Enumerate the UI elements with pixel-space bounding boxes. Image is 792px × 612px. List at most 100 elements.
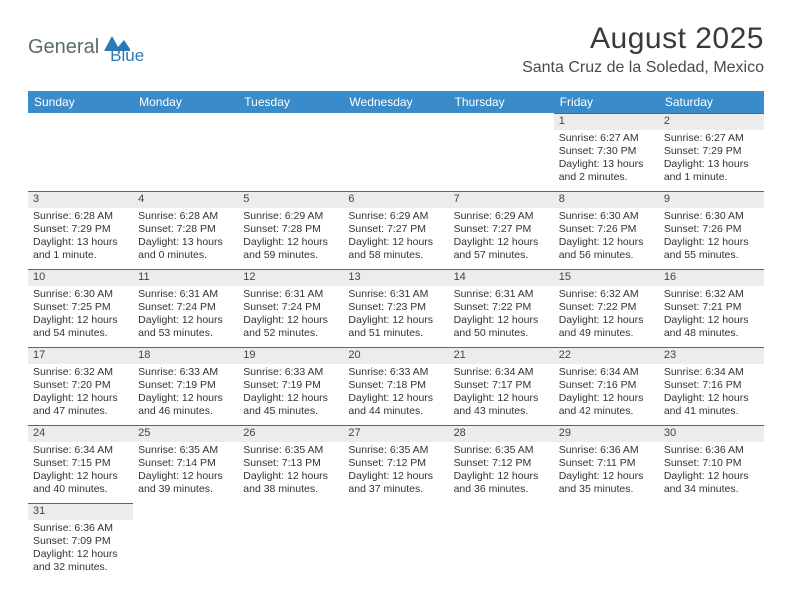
daylight-text: Daylight: 12 hours and 51 minutes. [348, 314, 443, 340]
title-block: August 2025 Santa Cruz de la Soledad, Me… [522, 22, 764, 77]
day-details: Sunrise: 6:34 AMSunset: 7:16 PMDaylight:… [659, 364, 764, 423]
calendar-day [554, 503, 659, 581]
day-number: 29 [554, 425, 659, 442]
sunrise-text: Sunrise: 6:28 AM [33, 210, 128, 223]
calendar-day [133, 503, 238, 581]
calendar-day: 22Sunrise: 6:34 AMSunset: 7:16 PMDayligh… [554, 347, 659, 425]
sunset-text: Sunset: 7:26 PM [664, 223, 759, 236]
daylight-text: Daylight: 12 hours and 59 minutes. [243, 236, 338, 262]
day-details: Sunrise: 6:32 AMSunset: 7:22 PMDaylight:… [554, 286, 659, 345]
day-details: Sunrise: 6:29 AMSunset: 7:27 PMDaylight:… [449, 208, 554, 267]
sunset-text: Sunset: 7:09 PM [33, 535, 128, 548]
calendar-day [238, 113, 343, 191]
sunset-text: Sunset: 7:28 PM [138, 223, 233, 236]
day-number: 19 [238, 347, 343, 364]
sunset-text: Sunset: 7:19 PM [243, 379, 338, 392]
calendar-body: 1Sunrise: 6:27 AMSunset: 7:30 PMDaylight… [28, 113, 764, 581]
day-details: Sunrise: 6:31 AMSunset: 7:24 PMDaylight:… [238, 286, 343, 345]
sunrise-text: Sunrise: 6:35 AM [138, 444, 233, 457]
day-details: Sunrise: 6:29 AMSunset: 7:28 PMDaylight:… [238, 208, 343, 267]
sunset-text: Sunset: 7:30 PM [559, 145, 654, 158]
day-number: 28 [449, 425, 554, 442]
daylight-text: Daylight: 12 hours and 32 minutes. [33, 548, 128, 574]
daylight-text: Daylight: 12 hours and 53 minutes. [138, 314, 233, 340]
daylight-text: Daylight: 12 hours and 38 minutes. [243, 470, 338, 496]
day-details: Sunrise: 6:28 AMSunset: 7:29 PMDaylight:… [28, 208, 133, 267]
calendar-week: 17Sunrise: 6:32 AMSunset: 7:20 PMDayligh… [28, 347, 764, 425]
day-number: 20 [343, 347, 448, 364]
sunset-text: Sunset: 7:10 PM [664, 457, 759, 470]
sunrise-text: Sunrise: 6:36 AM [664, 444, 759, 457]
day-details: Sunrise: 6:32 AMSunset: 7:21 PMDaylight:… [659, 286, 764, 345]
sunset-text: Sunset: 7:22 PM [454, 301, 549, 314]
day-details: Sunrise: 6:36 AMSunset: 7:11 PMDaylight:… [554, 442, 659, 501]
sunset-text: Sunset: 7:29 PM [664, 145, 759, 158]
day-details: Sunrise: 6:33 AMSunset: 7:19 PMDaylight:… [238, 364, 343, 423]
sunset-text: Sunset: 7:26 PM [559, 223, 654, 236]
calendar-day: 28Sunrise: 6:35 AMSunset: 7:12 PMDayligh… [449, 425, 554, 503]
sunrise-text: Sunrise: 6:30 AM [559, 210, 654, 223]
sunrise-text: Sunrise: 6:36 AM [559, 444, 654, 457]
sunrise-text: Sunrise: 6:33 AM [243, 366, 338, 379]
day-details: Sunrise: 6:34 AMSunset: 7:16 PMDaylight:… [554, 364, 659, 423]
calendar-day [449, 503, 554, 581]
sunrise-text: Sunrise: 6:29 AM [348, 210, 443, 223]
calendar-day: 19Sunrise: 6:33 AMSunset: 7:19 PMDayligh… [238, 347, 343, 425]
sunset-text: Sunset: 7:20 PM [33, 379, 128, 392]
sunrise-text: Sunrise: 6:27 AM [559, 132, 654, 145]
day-number: 23 [659, 347, 764, 364]
day-details: Sunrise: 6:33 AMSunset: 7:18 PMDaylight:… [343, 364, 448, 423]
calendar-day: 5Sunrise: 6:29 AMSunset: 7:28 PMDaylight… [238, 191, 343, 269]
calendar-day: 9Sunrise: 6:30 AMSunset: 7:26 PMDaylight… [659, 191, 764, 269]
day-number: 2 [659, 113, 764, 130]
daylight-text: Daylight: 13 hours and 1 minute. [33, 236, 128, 262]
sunset-text: Sunset: 7:19 PM [138, 379, 233, 392]
calendar-day: 27Sunrise: 6:35 AMSunset: 7:12 PMDayligh… [343, 425, 448, 503]
daylight-text: Daylight: 12 hours and 57 minutes. [454, 236, 549, 262]
sunrise-text: Sunrise: 6:35 AM [348, 444, 443, 457]
day-details: Sunrise: 6:27 AMSunset: 7:30 PMDaylight:… [554, 130, 659, 189]
day-details: Sunrise: 6:31 AMSunset: 7:22 PMDaylight:… [449, 286, 554, 345]
sunrise-text: Sunrise: 6:32 AM [559, 288, 654, 301]
day-header: Sunday [28, 91, 133, 113]
daylight-text: Daylight: 12 hours and 50 minutes. [454, 314, 549, 340]
calendar-day: 11Sunrise: 6:31 AMSunset: 7:24 PMDayligh… [133, 269, 238, 347]
calendar-day [659, 503, 764, 581]
calendar-table: SundayMondayTuesdayWednesdayThursdayFrid… [28, 91, 764, 581]
calendar-day: 24Sunrise: 6:34 AMSunset: 7:15 PMDayligh… [28, 425, 133, 503]
day-number: 25 [133, 425, 238, 442]
sunrise-text: Sunrise: 6:27 AM [664, 132, 759, 145]
calendar-day: 2 Sunrise: 6:27 AMSunset: 7:29 PMDaylight… [659, 113, 764, 191]
calendar-day: 7Sunrise: 6:29 AMSunset: 7:27 PMDaylight… [449, 191, 554, 269]
daylight-text: Daylight: 12 hours and 45 minutes. [243, 392, 338, 418]
sunrise-text: Sunrise: 6:34 AM [454, 366, 549, 379]
sunset-text: Sunset: 7:14 PM [138, 457, 233, 470]
sunset-text: Sunset: 7:28 PM [243, 223, 338, 236]
daylight-text: Daylight: 12 hours and 41 minutes. [664, 392, 759, 418]
day-header: Friday [554, 91, 659, 113]
sunrise-text: Sunrise: 6:30 AM [664, 210, 759, 223]
daylight-text: Daylight: 12 hours and 48 minutes. [664, 314, 759, 340]
calendar-week: 1Sunrise: 6:27 AMSunset: 7:30 PMDaylight… [28, 113, 764, 191]
sunset-text: Sunset: 7:11 PM [559, 457, 654, 470]
sunset-text: Sunset: 7:13 PM [243, 457, 338, 470]
sunrise-text: Sunrise: 6:34 AM [559, 366, 654, 379]
sunset-text: Sunset: 7:18 PM [348, 379, 443, 392]
daylight-text: Daylight: 13 hours and 1 minute. [664, 158, 759, 184]
sunset-text: Sunset: 7:12 PM [454, 457, 549, 470]
sunset-text: Sunset: 7:16 PM [559, 379, 654, 392]
day-details: Sunrise: 6:31 AMSunset: 7:23 PMDaylight:… [343, 286, 448, 345]
calendar-day: 25Sunrise: 6:35 AMSunset: 7:14 PMDayligh… [133, 425, 238, 503]
day-number: 7 [449, 191, 554, 208]
month-title: August 2025 [522, 22, 764, 56]
day-number: 6 [343, 191, 448, 208]
calendar-week: 3Sunrise: 6:28 AMSunset: 7:29 PMDaylight… [28, 191, 764, 269]
day-details: Sunrise: 6:36 AMSunset: 7:09 PMDaylight:… [28, 520, 133, 579]
calendar-day: 10Sunrise: 6:30 AMSunset: 7:25 PMDayligh… [28, 269, 133, 347]
sunrise-text: Sunrise: 6:35 AM [243, 444, 338, 457]
daylight-text: Daylight: 13 hours and 0 minutes. [138, 236, 233, 262]
daylight-text: Daylight: 12 hours and 36 minutes. [454, 470, 549, 496]
calendar-day: 18Sunrise: 6:33 AMSunset: 7:19 PMDayligh… [133, 347, 238, 425]
daylight-text: Daylight: 12 hours and 37 minutes. [348, 470, 443, 496]
sunrise-text: Sunrise: 6:36 AM [33, 522, 128, 535]
